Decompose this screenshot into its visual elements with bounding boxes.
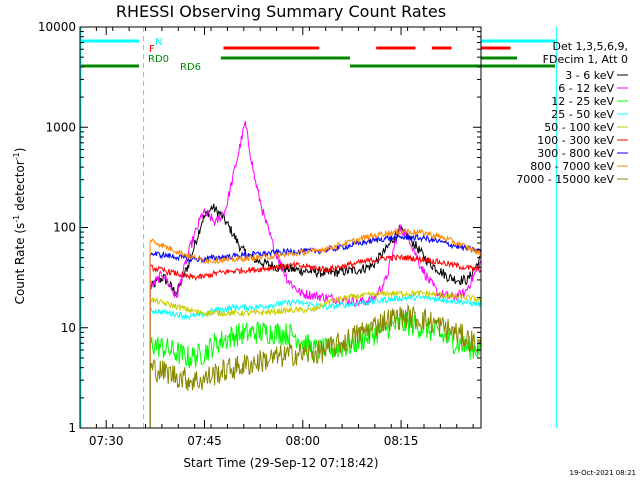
series-line — [149, 293, 481, 428]
series-line — [149, 203, 481, 428]
y-label-part-1: Count Rate (s — [13, 223, 27, 305]
y-tick-label: 10 — [61, 321, 76, 335]
y-tick-label: 1000 — [45, 120, 76, 134]
series-line — [149, 121, 481, 428]
series-line — [149, 311, 481, 428]
flag-label: RD0 — [148, 54, 169, 65]
legend-entry: 12 - 25 keV — [551, 95, 614, 108]
x-tick-label: 07:45 — [187, 434, 222, 448]
series-line — [149, 227, 481, 428]
y-tick-label: 10000 — [38, 20, 76, 34]
series-line — [149, 253, 481, 428]
legend-entry: 50 - 100 keV — [544, 121, 614, 134]
series-line — [149, 303, 481, 428]
y-tick-label: 1 — [68, 421, 76, 435]
legend-entry: 6 - 12 keV — [558, 82, 614, 95]
y-tick-label: 100 — [53, 221, 76, 235]
chart-title: RHESSI Observing Summary Count Rates — [116, 2, 446, 21]
legend-entry: 300 - 800 keV — [537, 147, 614, 160]
x-axis-label: Start Time (29-Sep-12 07:18:42) — [183, 456, 378, 470]
legend: Det 1,3,5,6,9,FDecim 1, Att 0 3 - 6 keV6 … — [516, 40, 628, 186]
legend-entry: 100 - 300 keV — [537, 134, 614, 147]
y-axis-label: Count Rate (s-1 detector-1) — [12, 148, 27, 305]
flag-label: N — [155, 37, 162, 48]
axes-layer: 1 10 100 1000 10000 07:30 07:45 08:00 08:15 — [38, 20, 482, 448]
legend-entry: 25 - 50 keV — [551, 108, 614, 121]
series-line — [149, 233, 481, 428]
y-label-sup-2: -1 — [12, 152, 21, 160]
legend-entry: 7000 - 15000 keV — [516, 173, 614, 186]
legend-header: FDecim 1, Att 0 — [543, 53, 628, 66]
y-label-sup-1: -1 — [12, 215, 21, 223]
x-tick-label: 07:30 — [89, 434, 124, 448]
legend-entry: 800 - 7000 keV — [530, 160, 614, 173]
flag-label: RD6 — [180, 62, 201, 73]
series-layer — [149, 121, 481, 428]
footer-date: 19-Oct-2021 08:21 — [570, 469, 636, 477]
y-label-part-2: detector — [13, 160, 27, 215]
y-label-part-3: ) — [13, 148, 27, 153]
plot-frame — [79, 26, 482, 429]
x-tick-label: 08:15 — [384, 434, 419, 448]
legend-entry: 3 - 6 keV — [565, 69, 614, 82]
flag-label: F — [149, 44, 155, 55]
x-tick-label: 08:00 — [285, 434, 320, 448]
series-line — [149, 289, 481, 428]
legend-header: Det 1,3,5,6,9, — [552, 40, 628, 53]
